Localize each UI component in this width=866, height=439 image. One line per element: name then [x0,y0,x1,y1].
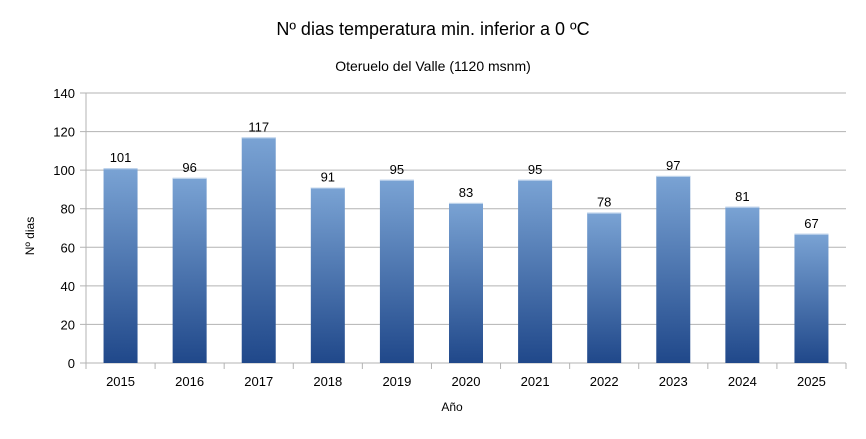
chart-title: Nº dias temperatura min. inferior a 0 ºC [276,19,589,39]
data-label: 96 [182,160,196,175]
y-tick-label: 60 [61,240,75,255]
chart-subtitle: Oteruelo del Valle (1120 msnm) [335,58,531,74]
data-label: 91 [321,170,335,185]
y-tick-label: 40 [61,279,75,294]
data-label: 83 [459,185,473,200]
y-tick-label: 0 [68,356,75,371]
y-tick-label: 140 [53,86,75,101]
x-tick-label: 2021 [521,374,550,389]
bar-2019 [379,179,414,363]
x-tick-label: 2022 [590,374,619,389]
x-tick-label: 2024 [728,374,757,389]
data-label: 117 [248,119,269,134]
bar-2024 [725,206,760,363]
bar-2020 [449,202,483,363]
bar-2025 [794,233,829,363]
x-tick-label: 2020 [452,374,481,389]
x-tick-label: 2018 [313,374,342,389]
x-tick-label: 2016 [175,374,204,389]
x-axis-label: Año [441,400,463,414]
x-tick-label: 2023 [659,374,688,389]
data-label: 97 [666,158,680,173]
bar-2015 [103,168,138,363]
x-tick-label: 2025 [797,374,826,389]
bar-2022 [587,212,622,363]
x-tick-label: 2015 [106,374,135,389]
data-label: 101 [110,150,132,165]
x-tick-label: 2017 [244,374,273,389]
y-tick-label: 20 [61,317,75,332]
y-axis-label: Nº dias [23,217,37,255]
data-label: 67 [804,216,818,231]
y-tick-label: 120 [53,125,75,140]
data-label: 95 [528,162,542,177]
x-tick-label: 2019 [382,374,411,389]
y-tick-label: 80 [61,202,75,217]
data-label: 78 [597,195,611,210]
data-label: 81 [735,189,749,204]
bar-2018 [310,187,345,363]
y-tick-label: 100 [53,163,75,178]
bar-2021 [518,179,553,363]
bar-2016 [172,177,207,363]
data-label: 95 [390,162,404,177]
bar-2023 [656,175,691,363]
bar-2017 [241,137,276,363]
